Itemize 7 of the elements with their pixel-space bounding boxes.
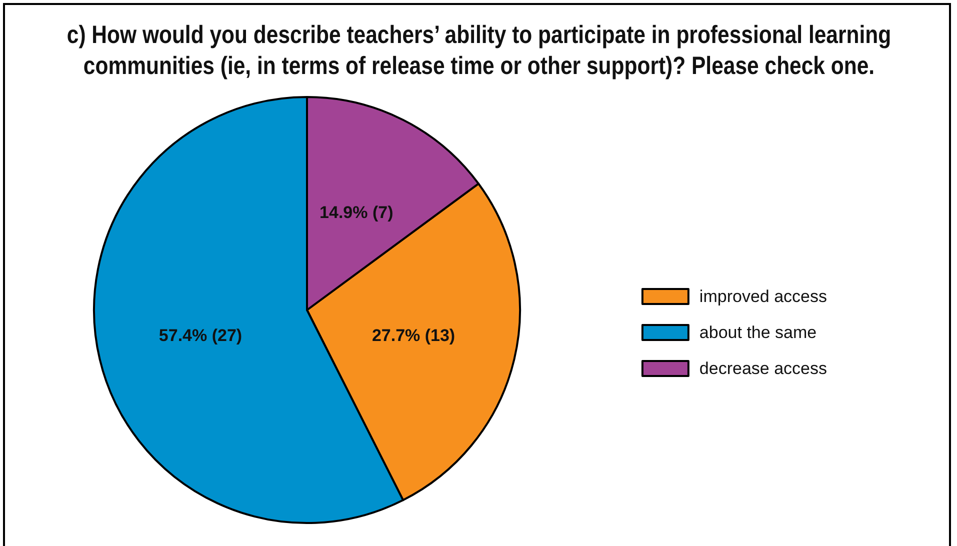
data-label: 57.4% (27) [158,326,242,345]
legend-label: about the same [699,323,817,342]
data-label: 14.9% (7) [320,202,394,222]
legend-label: improved access [699,287,827,306]
chart-title: c) How would you describe teachers’ ability to participate in professional learning communities (ie, in terms of release time or other support)? Please check one. [65,20,892,82]
legend-label: decrease access [699,359,828,378]
data-label: 27.7% (13) [372,326,456,345]
